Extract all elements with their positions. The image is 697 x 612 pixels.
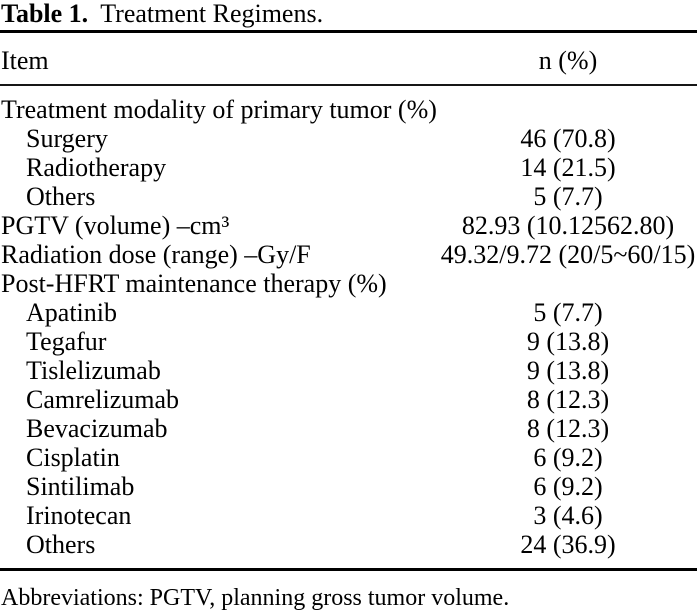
row-n-percent-value: 3 (4.6) — [533, 501, 603, 530]
row-item-label: Others — [26, 530, 96, 559]
row-n-percent-value: 24 (36.9) — [520, 530, 616, 559]
row-item-label: Radiotherapy — [26, 153, 167, 182]
table-row: Bevacizumab 8 (12.3) — [0, 414, 697, 443]
table-body: Treatment modality of primary tumor (%) S… — [0, 86, 697, 559]
row-n-percent-value — [439, 95, 697, 124]
row-item-label: Others — [26, 182, 96, 211]
row-item-label: Camrelizumab — [26, 385, 180, 414]
table-row: Treatment modality of primary tumor (%) — [0, 95, 697, 124]
table-header-row: Item n (%) — [0, 30, 697, 86]
row-n-percent-value: 9 (13.8) — [526, 327, 610, 356]
row-item-label: Surgery — [26, 124, 108, 153]
row-n-percent-value: 9 (13.8) — [526, 356, 610, 385]
column-header-n-percent: n (%) — [538, 45, 598, 75]
row-n-percent-value: 8 (12.3) — [526, 385, 610, 414]
table-row: Others 5 (7.7) — [0, 182, 697, 211]
column-header-item: Item — [1, 45, 49, 75]
table-number-label: Table 1. — [1, 0, 89, 28]
table-footnote: Abbreviations: PGTV, planning gross tumo… — [1, 585, 510, 611]
table-row: Radiation dose (range) –Gy/F 49.32/9.72 (… — [0, 240, 697, 269]
table-row: Cisplatin 6 (9.2) — [0, 443, 697, 472]
table-title: Table 1. Treatment Regimens. — [0, 0, 697, 30]
row-item-label: Cisplatin — [26, 443, 120, 472]
table-row: PGTV (volume) –cm³ 82.93 (10.12562.80) — [0, 211, 697, 240]
row-n-percent-value: 49.32/9.72 (20/5~60/15) — [440, 240, 696, 269]
row-n-percent-value: 6 (9.2) — [533, 443, 603, 472]
row-item-label: Radiation dose (range) –Gy/F — [1, 240, 311, 269]
row-item-label: Apatinib — [26, 298, 117, 327]
row-n-percent-value: 5 (7.7) — [533, 298, 603, 327]
table-caption: Treatment Regimens. — [100, 0, 324, 28]
table-row: Apatinib 5 (7.7) — [0, 298, 697, 327]
row-item-label: Irinotecan — [26, 501, 132, 530]
table-row: Irinotecan 3 (4.6) — [0, 501, 697, 530]
table-row: Others 24 (36.9) — [0, 530, 697, 559]
row-item-label: Tegafur — [26, 327, 107, 356]
row-n-percent-value: 8 (12.3) — [526, 414, 610, 443]
row-n-percent-value: 46 (70.8) — [520, 124, 616, 153]
table-row: Surgery 46 (70.8) — [0, 124, 697, 153]
table-row: Post-HFRT maintenance therapy (%) — [0, 269, 697, 298]
row-n-percent-value: 6 (9.2) — [533, 472, 603, 501]
row-item-label: Post-HFRT maintenance therapy (%) — [1, 269, 387, 298]
row-item-label: PGTV (volume) –cm³ — [1, 211, 230, 240]
table-row: Radiotherapy 14 (21.5) — [0, 153, 697, 182]
table-bottom-rule — [0, 568, 697, 571]
row-item-label: Sintilimab — [26, 472, 135, 501]
row-item-label: Bevacizumab — [26, 414, 168, 443]
table-row: Sintilimab 6 (9.2) — [0, 472, 697, 501]
table-row: Tislelizumab 9 (13.8) — [0, 356, 697, 385]
row-n-percent-value: 14 (21.5) — [520, 153, 616, 182]
table-row: Tegafur 9 (13.8) — [0, 327, 697, 356]
table-row: Camrelizumab 8 (12.3) — [0, 385, 697, 414]
row-item-label: Treatment modality of primary tumor (%) — [1, 95, 437, 124]
row-item-label: Tislelizumab — [26, 356, 161, 385]
row-n-percent-value: 82.93 (10.12562.80) — [461, 211, 675, 240]
row-n-percent-value: 5 (7.7) — [533, 182, 603, 211]
row-n-percent-value — [439, 269, 697, 298]
